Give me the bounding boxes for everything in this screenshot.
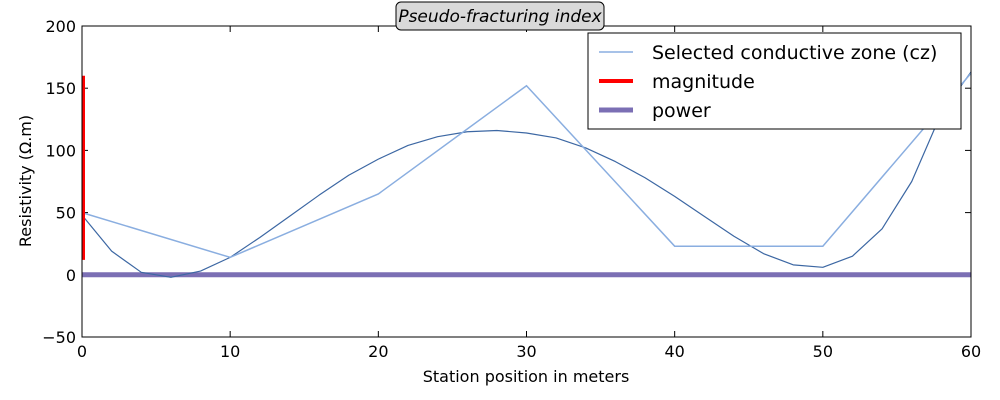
legend-label-magnitude: magnitude <box>652 71 755 93</box>
cz-point <box>377 193 379 195</box>
plot-lines <box>81 71 972 278</box>
chart-title: Pseudo-fracturing index <box>398 7 602 27</box>
x-tick-label: 60 <box>961 342 981 361</box>
y-tick-label: 200 <box>45 17 76 36</box>
chart-title-box: Pseudo-fracturing index <box>395 1 605 31</box>
x-tick-label: 0 <box>77 342 87 361</box>
legend: Selected conductive zone (cz) magnitude … <box>587 32 962 130</box>
legend-box <box>587 32 962 130</box>
y-tick-label: 50 <box>56 204 76 223</box>
x-tick-label: 40 <box>664 342 684 361</box>
x-tick-label: 30 <box>516 342 536 361</box>
y-tick-label: 150 <box>45 79 76 98</box>
y-axis-label: Resistivity (Ω.m) <box>16 115 35 247</box>
y-tick-label: −50 <box>42 328 76 347</box>
legend-label-cz: Selected conductive zone (cz) <box>652 42 937 64</box>
y-tick-label: 100 <box>45 141 76 160</box>
x-tick-label: 10 <box>220 342 240 361</box>
x-axis-label: Station position in meters <box>423 367 630 386</box>
y-tick-label: 0 <box>66 266 76 285</box>
cz-point <box>674 245 676 247</box>
x-tick-label: 20 <box>368 342 388 361</box>
x-tick-label: 50 <box>813 342 833 361</box>
legend-label-power: power <box>652 100 711 122</box>
cz-point <box>822 245 824 247</box>
cz-point <box>229 256 231 258</box>
cz-point <box>526 85 527 87</box>
